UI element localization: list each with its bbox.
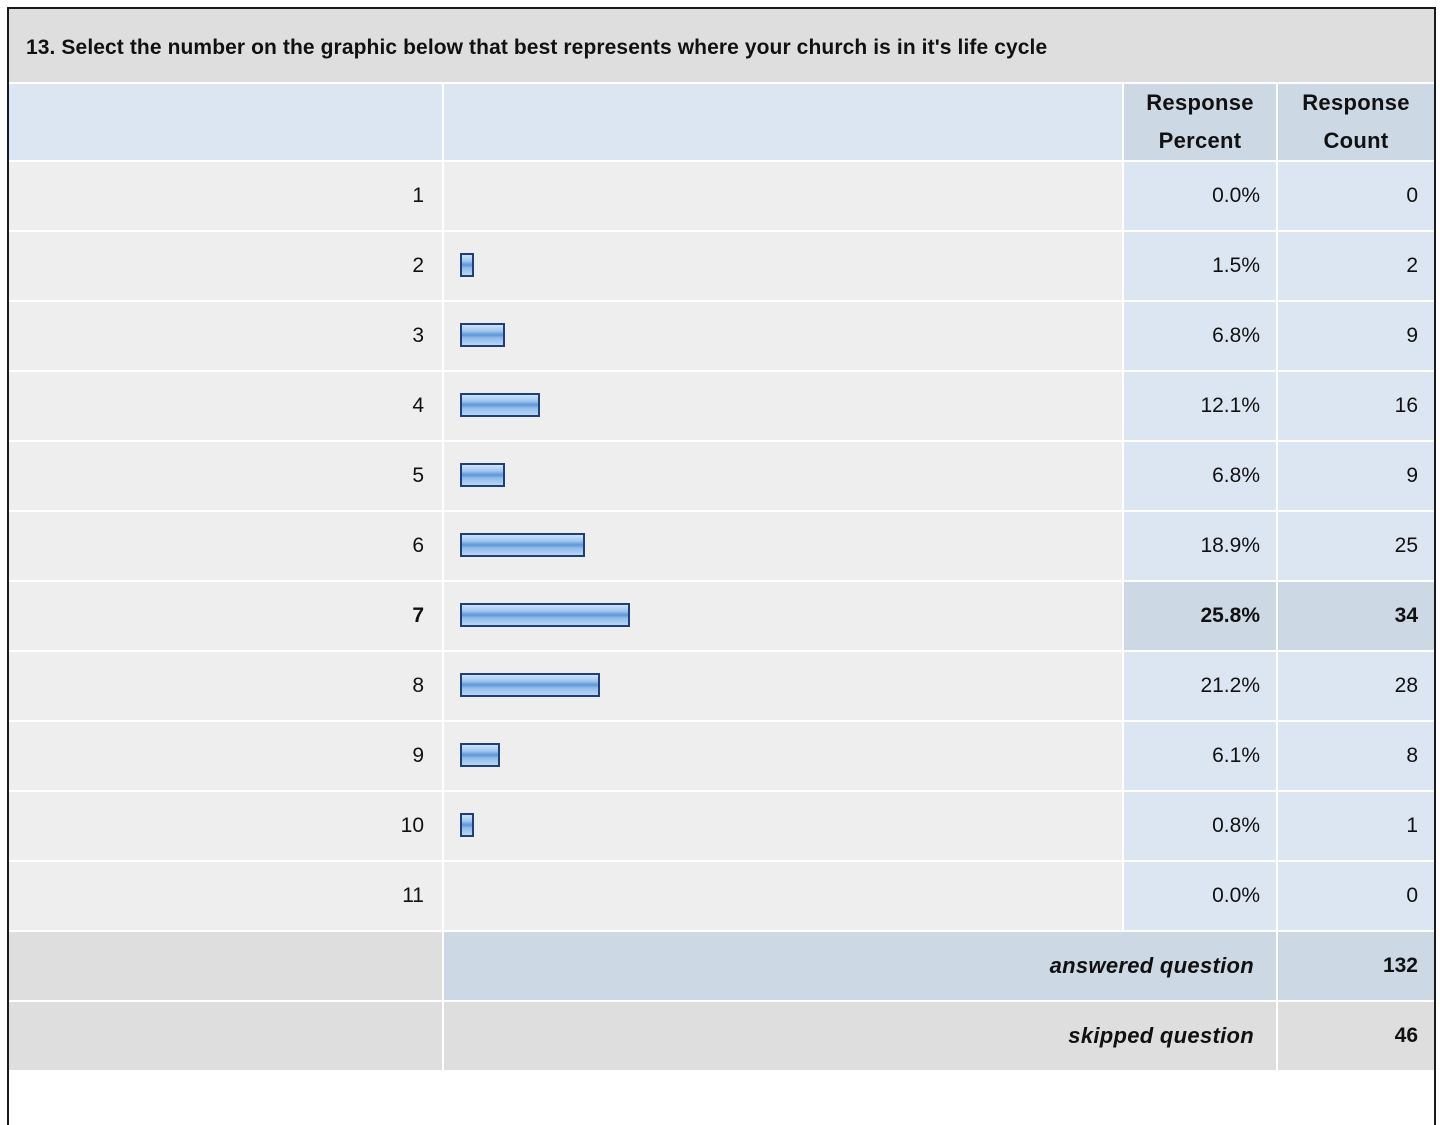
table-row: 1 0.0% 0	[9, 162, 1434, 232]
response-percent: 0.0%	[1124, 162, 1278, 232]
response-percent: 6.8%	[1124, 302, 1278, 372]
summary-blank-cell	[9, 932, 444, 1002]
response-percent: 18.9%	[1124, 512, 1278, 582]
response-bar	[460, 323, 505, 347]
bar-cell	[444, 722, 1124, 792]
bar-cell	[444, 442, 1124, 512]
response-count: 16	[1278, 372, 1434, 442]
answer-option-label: 7	[9, 582, 444, 652]
response-percent: 6.1%	[1124, 722, 1278, 792]
answered-question-label: answered question	[444, 932, 1278, 1002]
bar-cell	[444, 162, 1124, 232]
header-blank-label	[9, 84, 444, 162]
response-bar	[460, 463, 505, 487]
response-percent: 6.8%	[1124, 442, 1278, 512]
bar-cell	[444, 302, 1124, 372]
answer-option-label: 10	[9, 792, 444, 862]
answer-option-label: 9	[9, 722, 444, 792]
survey-question-panel: 13. Select the number on the graphic bel…	[7, 7, 1436, 1125]
bar-cell	[444, 652, 1124, 722]
response-percent: 0.8%	[1124, 792, 1278, 862]
table-row: 11 0.0% 0	[9, 862, 1434, 932]
response-percent: 25.8%	[1124, 582, 1278, 652]
answered-question-count: 132	[1278, 932, 1434, 1002]
table-row: 10 0.8% 1	[9, 792, 1434, 862]
answer-option-label: 3	[9, 302, 444, 372]
response-bar	[460, 533, 585, 557]
table-row: 2 1.5% 2	[9, 232, 1434, 302]
table-row: 5 6.8% 9	[9, 442, 1434, 512]
response-count: 0	[1278, 862, 1434, 932]
summary-row: skipped question 46	[9, 1002, 1434, 1072]
column-header-count: Response Count	[1278, 84, 1434, 162]
answer-option-label: 4	[9, 372, 444, 442]
table-row: 6 18.9% 25	[9, 512, 1434, 582]
response-count: 28	[1278, 652, 1434, 722]
results-table: Response Percent Response Count 1 0.0% 0 2 1…	[9, 84, 1434, 1072]
response-percent: 21.2%	[1124, 652, 1278, 722]
question-header: 13. Select the number on the graphic bel…	[9, 9, 1434, 84]
table-row: 4 12.1% 16	[9, 372, 1434, 442]
question-title: 13. Select the number on the graphic bel…	[26, 36, 1048, 59]
answer-option-label: 2	[9, 232, 444, 302]
response-count: 0	[1278, 162, 1434, 232]
response-bar	[460, 743, 500, 767]
bar-cell	[444, 232, 1124, 302]
response-count: 2	[1278, 232, 1434, 302]
summary-row: answered question 132	[9, 932, 1434, 1002]
table-header-row: Response Percent Response Count	[9, 84, 1434, 162]
answer-option-label: 5	[9, 442, 444, 512]
bar-cell	[444, 582, 1124, 652]
response-count: 9	[1278, 442, 1434, 512]
answer-option-label: 8	[9, 652, 444, 722]
response-count: 25	[1278, 512, 1434, 582]
response-bar	[460, 603, 630, 627]
bar-cell	[444, 512, 1124, 582]
response-bar	[460, 813, 474, 837]
table-row: 7 25.8% 34	[9, 582, 1434, 652]
answer-option-label: 1	[9, 162, 444, 232]
response-bar	[460, 393, 540, 417]
response-count: 9	[1278, 302, 1434, 372]
response-count: 8	[1278, 722, 1434, 792]
response-percent: 12.1%	[1124, 372, 1278, 442]
response-percent: 1.5%	[1124, 232, 1278, 302]
bar-cell	[444, 372, 1124, 442]
bar-cell	[444, 792, 1124, 862]
answer-option-label: 11	[9, 862, 444, 932]
table-row: 9 6.1% 8	[9, 722, 1434, 792]
response-count: 34	[1278, 582, 1434, 652]
summary-blank-cell	[9, 1002, 444, 1072]
header-blank-bar	[444, 84, 1124, 162]
response-bar	[460, 253, 474, 277]
table-row: 3 6.8% 9	[9, 302, 1434, 372]
bar-cell	[444, 862, 1124, 932]
skipped-question-label: skipped question	[444, 1002, 1278, 1072]
response-bar	[460, 673, 600, 697]
response-count: 1	[1278, 792, 1434, 862]
table-row: 8 21.2% 28	[9, 652, 1434, 722]
answer-option-label: 6	[9, 512, 444, 582]
response-percent: 0.0%	[1124, 862, 1278, 932]
skipped-question-count: 46	[1278, 1002, 1434, 1072]
column-header-percent: Response Percent	[1124, 84, 1278, 162]
